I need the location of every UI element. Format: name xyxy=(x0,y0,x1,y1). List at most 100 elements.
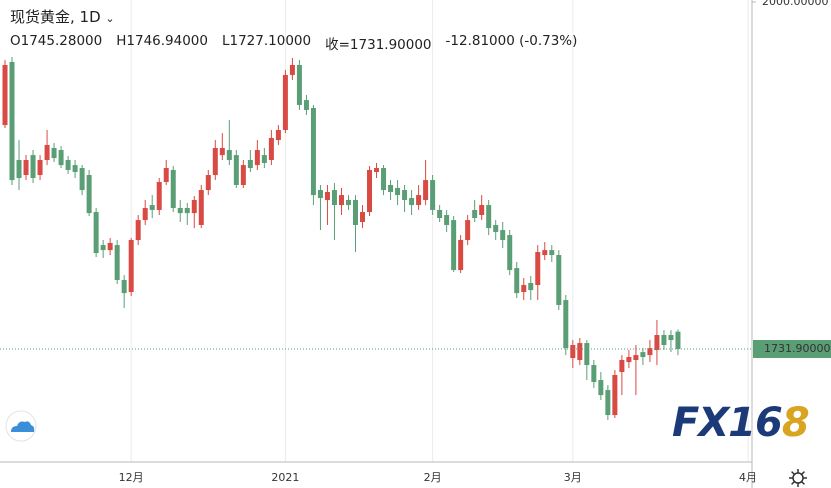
candle-body xyxy=(619,359,625,373)
candle-body xyxy=(598,380,604,396)
candle-body xyxy=(212,147,218,176)
ohlc-item: 收=1731.90000 xyxy=(325,37,432,53)
candle-body xyxy=(528,282,534,291)
candle-body xyxy=(486,205,492,229)
candle-body xyxy=(395,187,401,196)
candle-body xyxy=(275,129,281,141)
candle-body xyxy=(331,190,337,206)
candle-body xyxy=(451,220,457,271)
candle-body xyxy=(626,357,632,363)
gear-teeth xyxy=(789,469,807,487)
symbol-title[interactable]: 现货黄金, 1D ⌄ xyxy=(10,6,577,27)
candle-body xyxy=(549,250,555,256)
candle-body xyxy=(493,224,499,232)
candle-body xyxy=(261,155,267,163)
candle-body xyxy=(44,144,50,160)
candle-body xyxy=(226,150,232,160)
x-tick-label: 2月 xyxy=(424,471,442,484)
candle-body xyxy=(135,220,141,240)
candle-body xyxy=(142,208,148,221)
candle-body xyxy=(282,74,288,130)
candle-body xyxy=(2,64,8,126)
candle-body xyxy=(591,365,597,383)
candle-body xyxy=(79,168,85,191)
cloud-shape xyxy=(11,421,35,432)
candle-body xyxy=(247,159,253,169)
candle-body xyxy=(345,199,351,206)
candle-body xyxy=(647,348,653,356)
candle-body xyxy=(640,352,646,358)
candle-body xyxy=(198,190,204,225)
candle-body xyxy=(310,107,316,196)
candle-body xyxy=(9,62,15,181)
candle-body xyxy=(402,190,408,200)
candle-body xyxy=(16,159,22,178)
candle-body xyxy=(233,155,239,185)
x-tick-label: 12月 xyxy=(119,471,144,484)
candle-body xyxy=(479,205,485,216)
candle-body xyxy=(338,195,344,206)
candle-body xyxy=(205,175,211,191)
candle-body xyxy=(416,195,422,206)
candle-body xyxy=(514,268,520,294)
x-tick-label: 4月 xyxy=(739,471,757,484)
candle-body xyxy=(30,155,36,178)
candle-body xyxy=(114,245,120,280)
candle-body xyxy=(128,239,134,293)
watermark-logo: FX168 xyxy=(672,400,810,446)
candle-body xyxy=(507,235,513,271)
cloud-icon[interactable] xyxy=(5,410,37,442)
candle-body xyxy=(37,159,43,176)
y-tick-label: 2000.00000 xyxy=(762,0,828,8)
candle-body xyxy=(72,165,78,173)
candle-body xyxy=(374,168,380,173)
candle-body xyxy=(381,168,387,191)
candle-body xyxy=(177,208,183,214)
candle-body xyxy=(458,239,464,271)
logo-text: FX16 xyxy=(672,400,783,446)
candle-body xyxy=(535,252,541,286)
candle-body xyxy=(584,343,590,366)
logo-text-accent: 8 xyxy=(781,400,810,446)
candle-body xyxy=(149,205,155,210)
dropdown-chevron: ⌄ xyxy=(105,12,115,25)
candle-body xyxy=(570,344,576,359)
candle-body xyxy=(156,182,162,210)
candle-body xyxy=(163,168,169,183)
candle-body xyxy=(556,255,562,305)
candle-body xyxy=(360,212,366,223)
candle-body xyxy=(86,175,92,214)
candle-body xyxy=(289,64,295,75)
candle-body xyxy=(633,355,639,360)
candle-body xyxy=(107,242,113,251)
candle-body xyxy=(388,184,394,192)
candle-body xyxy=(423,180,429,200)
settings-icon[interactable] xyxy=(789,469,807,487)
candle-body xyxy=(409,198,415,206)
last-price-box xyxy=(753,339,831,358)
candle-body xyxy=(605,390,611,416)
candle-body xyxy=(465,220,471,240)
candle-body xyxy=(317,190,323,199)
candle-body xyxy=(675,331,681,349)
candle-body xyxy=(170,169,176,209)
ohlc-item: -12.81000 (-0.73%) xyxy=(445,33,578,49)
candle-body xyxy=(430,180,436,210)
candle-body xyxy=(654,335,660,351)
ohlc-item: H1746.94000 xyxy=(116,33,208,49)
price-axis-bg xyxy=(752,0,831,488)
candle-body xyxy=(93,212,99,254)
legend-header: 现货黄金, 1D ⌄ O1745.28000 H1746.94000 L1727.1… xyxy=(10,6,577,53)
ohlc-item: L1727.10000 xyxy=(221,33,312,49)
candle-body xyxy=(303,100,309,111)
candle-body xyxy=(668,335,674,341)
candle-body xyxy=(268,137,274,160)
candle-body xyxy=(219,147,225,156)
ohlc-item: O1745.28000 xyxy=(10,33,103,49)
x-tick-label: 3月 xyxy=(564,471,582,484)
candle-body xyxy=(472,209,478,218)
candle-body xyxy=(577,343,583,360)
candle-body xyxy=(23,159,29,176)
